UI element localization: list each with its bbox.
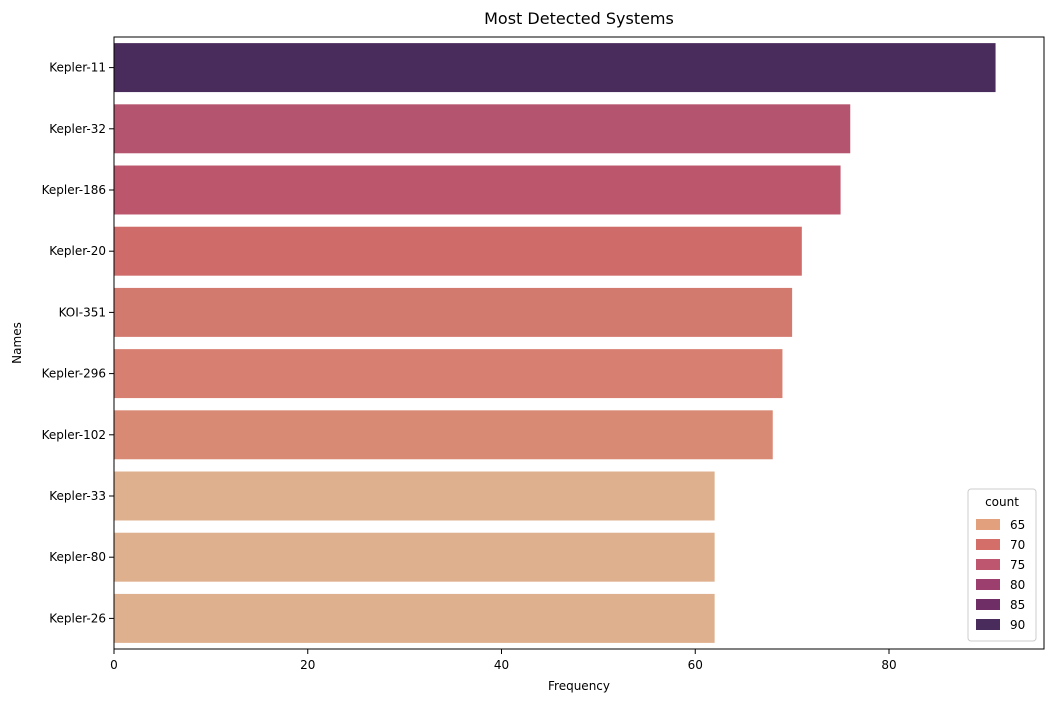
x-tick-label: 80	[881, 658, 896, 672]
y-axis-label: Names	[10, 322, 24, 364]
y-tick-label: Kepler-26	[49, 611, 106, 625]
bar-kepler-102	[114, 410, 773, 460]
legend-label: 85	[1010, 598, 1025, 612]
legend-swatch	[976, 519, 1000, 530]
bar-koi-351	[114, 287, 793, 337]
bar-kepler-80	[114, 532, 715, 582]
y-tick-label: Kepler-186	[42, 183, 106, 197]
x-tick-label: 60	[688, 658, 703, 672]
y-axis: Kepler-11 Kepler-32 Kepler-186 Kepler-20 KOI…	[42, 61, 114, 625]
legend-swatch	[976, 619, 1000, 630]
legend: count 65 70 75 80 85 90	[967, 488, 1037, 642]
y-tick-label: Kepler-20	[49, 244, 106, 258]
legend-label: 75	[1010, 558, 1025, 572]
legend-label: 65	[1010, 518, 1025, 532]
legend-swatch	[976, 559, 1000, 570]
plot-frame	[113, 36, 1045, 650]
bars-group	[114, 43, 996, 643]
y-tick-label: Kepler-102	[42, 428, 106, 442]
y-tick-label: Kepler-32	[49, 122, 106, 136]
y-tick-label: Kepler-80	[49, 550, 106, 564]
bar-kepler-11	[114, 43, 996, 93]
y-tick-label: Kepler-33	[49, 489, 106, 503]
y-tick-label: KOI-351	[59, 305, 106, 319]
bar-kepler-33	[114, 471, 715, 521]
legend-swatch	[976, 539, 1000, 550]
legend-swatch	[976, 599, 1000, 610]
legend-swatch	[976, 579, 1000, 590]
legend-title: count	[985, 495, 1019, 509]
x-axis-label: Frequency	[548, 679, 610, 693]
y-tick-label: Kepler-296	[42, 367, 106, 381]
bar-kepler-296	[114, 349, 783, 399]
x-tick-label: 40	[494, 658, 509, 672]
x-tick-label: 20	[300, 658, 315, 672]
y-tick-label: Kepler-11	[49, 61, 106, 75]
bar-kepler-20	[114, 226, 802, 276]
legend-label: 90	[1010, 618, 1025, 632]
bar-kepler-26	[114, 593, 715, 643]
x-tick-label: 0	[110, 658, 118, 672]
legend-label: 70	[1010, 538, 1025, 552]
bar-kepler-32	[114, 104, 851, 154]
chart-title: Most Detected Systems	[484, 9, 674, 28]
legend-label: 80	[1010, 578, 1025, 592]
x-axis: 0 20 40 60 80	[110, 649, 897, 672]
bar-kepler-186	[114, 165, 841, 215]
